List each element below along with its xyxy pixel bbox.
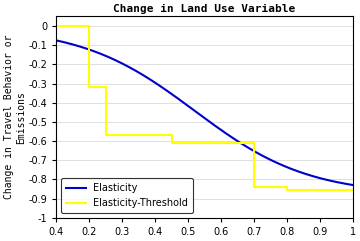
Elasticity [351, 184, 355, 187]
Elasticity-Threshold [87, 25, 91, 27]
Title: Change in Land Use Variable: Change in Land Use Variable [113, 4, 296, 14]
Elasticity-Threshold [285, 186, 289, 188]
Elasticity [304, 173, 309, 175]
Elasticity-Threshold [252, 186, 256, 188]
Elasticity [323, 178, 327, 181]
Elasticity [55, 39, 60, 42]
Legend: Elasticity, Elasticity-Threshold: Elasticity, Elasticity-Threshold [61, 178, 193, 213]
Elasticity-Threshold [104, 134, 108, 137]
Elasticity-Threshold [104, 86, 108, 89]
Elasticity-Threshold [170, 141, 174, 144]
Elasticity-Threshold [351, 188, 355, 191]
Elasticity-Threshold [285, 188, 289, 191]
Y-axis label: Change in Travel Behavior or
Emissions: Change in Travel Behavior or Emissions [4, 35, 26, 199]
Elasticity [231, 137, 235, 140]
Line: Elasticity-Threshold: Elasticity-Threshold [57, 26, 353, 190]
Elasticity-Threshold [170, 134, 174, 137]
Elasticity-Threshold [87, 86, 91, 89]
Line: Elasticity: Elasticity [57, 40, 353, 185]
Elasticity [54, 39, 59, 42]
Elasticity [236, 140, 240, 143]
Elasticity-Threshold [54, 25, 59, 27]
Elasticity [230, 136, 234, 139]
Elasticity-Threshold [252, 141, 256, 144]
